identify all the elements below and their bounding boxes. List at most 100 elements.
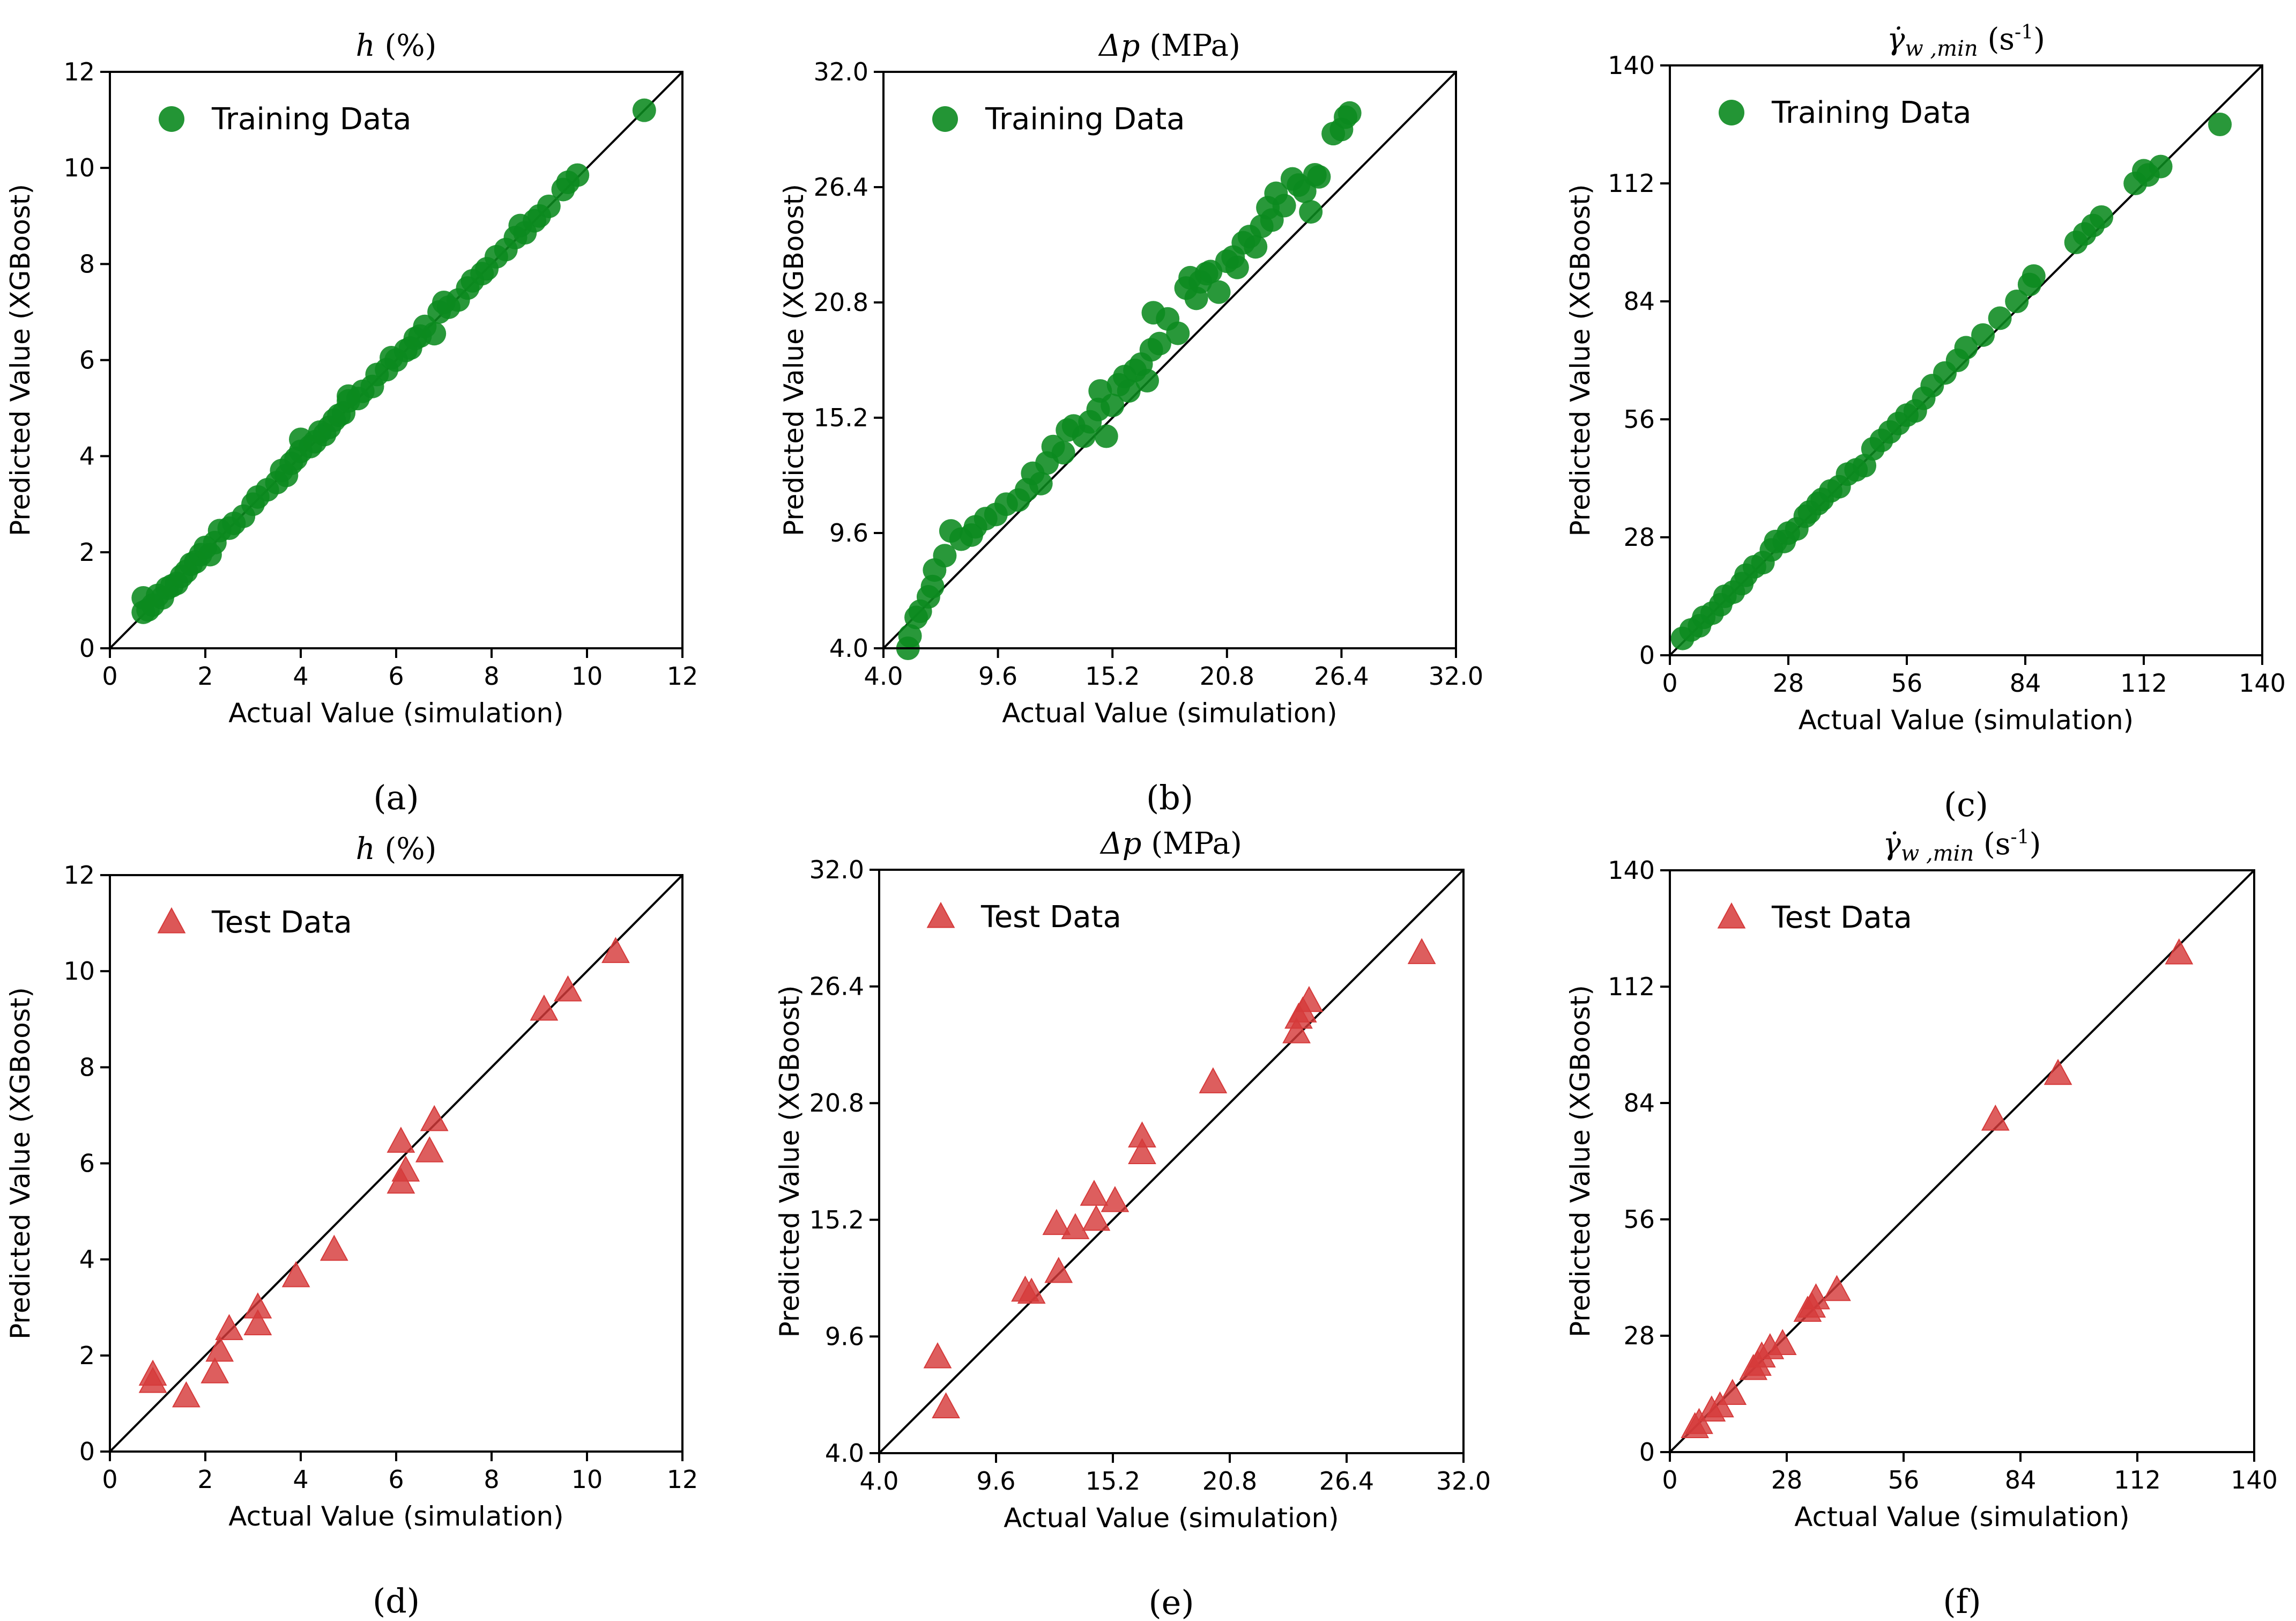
x-tick-label: 84 [2010, 669, 2041, 698]
chart-panel-1: 0 2 4 6 8 10 12 0 2 4 6 8 10 12 Actual Value (simulati… [5, 28, 698, 817]
legend-marker [157, 907, 186, 934]
y-tick-label: 20.8 [809, 1089, 864, 1117]
data-point [1225, 255, 1249, 279]
data-point [1061, 1213, 1090, 1239]
data-point [281, 1261, 310, 1287]
panel-title: h (%) [356, 28, 437, 63]
data-point [215, 1314, 243, 1341]
data-point [1051, 441, 1075, 465]
x-tick-label: 6 [388, 662, 404, 691]
legend-marker [159, 106, 184, 132]
x-axis-label: Actual Value (simulation) [1002, 698, 1337, 729]
y-axis-label: Predicted Value (XGBoost) [5, 184, 36, 536]
x-tick-label: 10 [571, 1465, 603, 1494]
x-tick-label: 28 [1771, 1465, 1803, 1494]
x-tick-label: 9.6 [978, 662, 1017, 691]
x-tick-label: 0 [102, 1465, 117, 1494]
identity-line [878, 869, 1465, 1454]
y-axis-label: Predicted Value (XGBoost) [1565, 985, 1596, 1337]
y-tick-label: 4.0 [829, 634, 868, 663]
x-tick-label: 8 [484, 1465, 499, 1494]
x-tick-label: 32.0 [1429, 662, 1483, 691]
legend-marker [1717, 902, 1746, 929]
y-tick-label: 4 [79, 442, 95, 471]
data-point [138, 1367, 167, 1393]
panel-caption: (f) [1943, 1582, 1981, 1621]
data-point [1981, 1104, 2010, 1131]
x-axis-label: Actual Value (simulation) [1794, 1501, 2129, 1533]
data-point [1768, 1329, 1797, 1355]
panel-title: γ̇w ,min (s-1) [1883, 826, 2041, 866]
x-tick-label: 20.8 [1200, 662, 1254, 691]
y-tick-label: 84 [1623, 287, 1655, 316]
data-point [1199, 1067, 1228, 1093]
data-point [387, 1127, 415, 1153]
data-point [1017, 1277, 1046, 1304]
data-point [1101, 393, 1125, 417]
y-axis-label: Predicted Value (XGBoost) [1565, 184, 1596, 537]
x-axis-label: Actual Value (simulation) [1004, 1502, 1339, 1534]
y-tick-label: 6 [79, 346, 95, 375]
x-tick-label: 84 [2005, 1465, 2037, 1494]
y-tick-label: 28 [1623, 1321, 1655, 1350]
data-point [1802, 1283, 1830, 1309]
data-point [1080, 1180, 1109, 1206]
data-point [1823, 1275, 1851, 1301]
data-point [898, 624, 922, 648]
data-point [1282, 1017, 1311, 1043]
x-tick-label: 32.0 [1436, 1467, 1491, 1496]
y-tick-label: 10 [63, 153, 95, 182]
x-tick-label: 4 [293, 1465, 308, 1494]
x-tick-label: 6 [388, 1465, 404, 1494]
x-tick-label: 0 [102, 662, 117, 691]
x-tick-label: 8 [484, 662, 499, 691]
data-point [391, 1155, 420, 1182]
chart-panel-3: 0 28 56 84 112 140 0 28 56 84 112 140 Actual Value (… [1565, 21, 2286, 824]
x-tick-label: 9.6 [976, 1467, 1015, 1496]
data-point [1244, 235, 1268, 259]
y-tick-label: 9.6 [829, 519, 868, 547]
panel-caption: (b) [1146, 778, 1193, 817]
data-point [1094, 424, 1118, 448]
panel-caption: (a) [373, 778, 419, 817]
data-point [1407, 938, 1436, 964]
data-point [1044, 1256, 1073, 1283]
data-point [172, 1381, 200, 1408]
legend-marker [1719, 100, 1744, 125]
y-tick-label: 56 [1623, 405, 1655, 434]
x-tick-label: 15.2 [1085, 662, 1140, 691]
y-tick-label: 20.8 [814, 288, 868, 317]
data-point [422, 322, 447, 346]
y-tick-label: 15.2 [809, 1205, 864, 1234]
data-point [2005, 290, 2029, 313]
data-point [632, 98, 656, 122]
data-point [1117, 379, 1141, 403]
data-point [1971, 323, 1995, 347]
legend-marker [926, 901, 955, 928]
y-tick-label: 4.0 [825, 1439, 864, 1468]
identity-line [882, 71, 1457, 649]
legend-label: Test Data [211, 905, 352, 940]
panel-title: Δp (MPa) [1099, 826, 1242, 861]
data-point [2090, 205, 2114, 229]
x-axis-label: Actual Value (simulation) [1799, 705, 2134, 736]
data-point [2022, 264, 2046, 288]
panel-caption: (e) [1148, 1583, 1194, 1621]
x-tick-label: 0 [1662, 669, 1677, 698]
y-tick-label: 56 [1623, 1205, 1655, 1234]
legend-label: Training Data [985, 102, 1185, 137]
x-axis-label: Actual Value (simulation) [228, 698, 563, 729]
legend-label: Training Data [211, 102, 411, 137]
data-point [1042, 1209, 1071, 1235]
data-point [932, 1392, 960, 1419]
legend-label: Training Data [1771, 95, 1971, 130]
chart-panel-5: 4.0 9.6 15.2 20.8 26.4 32.0 4.0 9.6 15.2 20.8 26.4… [774, 826, 1491, 1621]
y-tick-label: 8 [79, 1053, 95, 1082]
chart-panel-2: 4.0 9.6 15.2 20.8 26.4 32.0 4.0 9.6 15.2 20.8 26.4… [778, 28, 1483, 817]
x-tick-label: 4.0 [864, 662, 903, 691]
y-tick-label: 32.0 [814, 57, 868, 86]
data-point [1272, 194, 1296, 218]
data-point [200, 1357, 229, 1383]
data-point [566, 163, 590, 187]
